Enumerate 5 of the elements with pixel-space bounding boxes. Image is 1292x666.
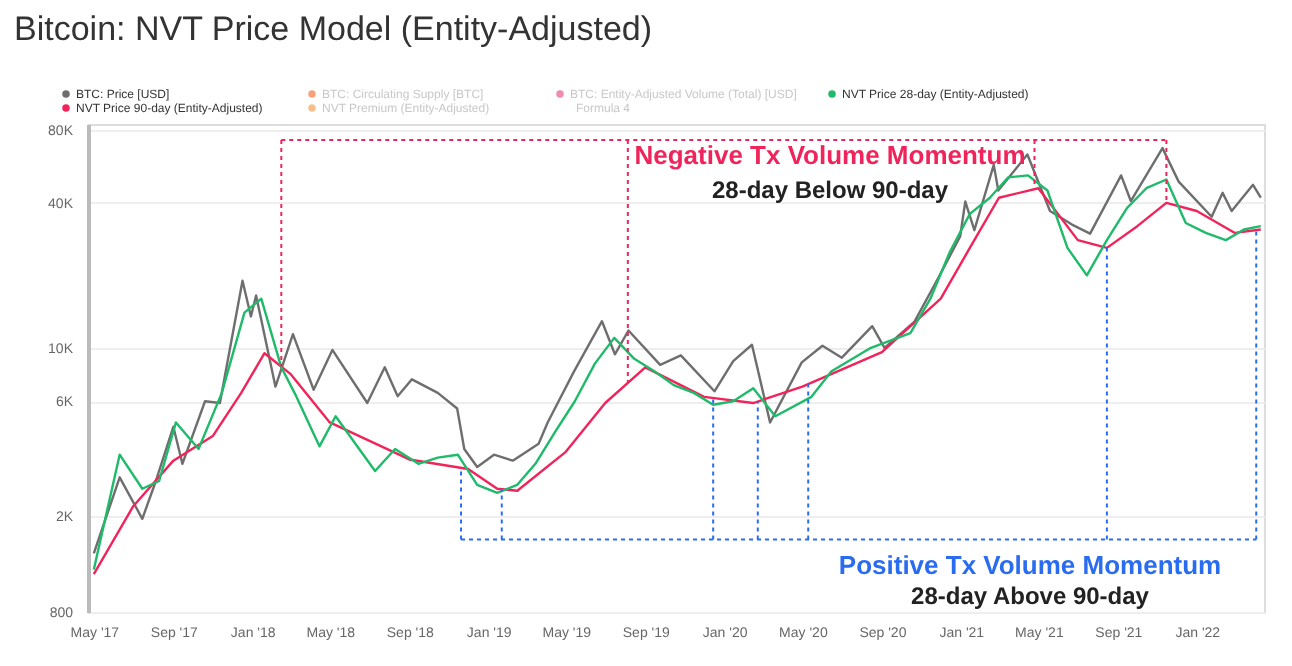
annotation: 28-day Above 90-day: [911, 582, 1150, 610]
chart-title: Bitcoin: NVT Price Model (Entity-Adjusted): [14, 10, 653, 48]
annotation: 28-day Below 90-day: [711, 176, 949, 204]
annotation: Positive Tx Volume Momentum: [838, 550, 1222, 580]
annotation: Negative Tx Volume Momentum: [634, 140, 1026, 170]
